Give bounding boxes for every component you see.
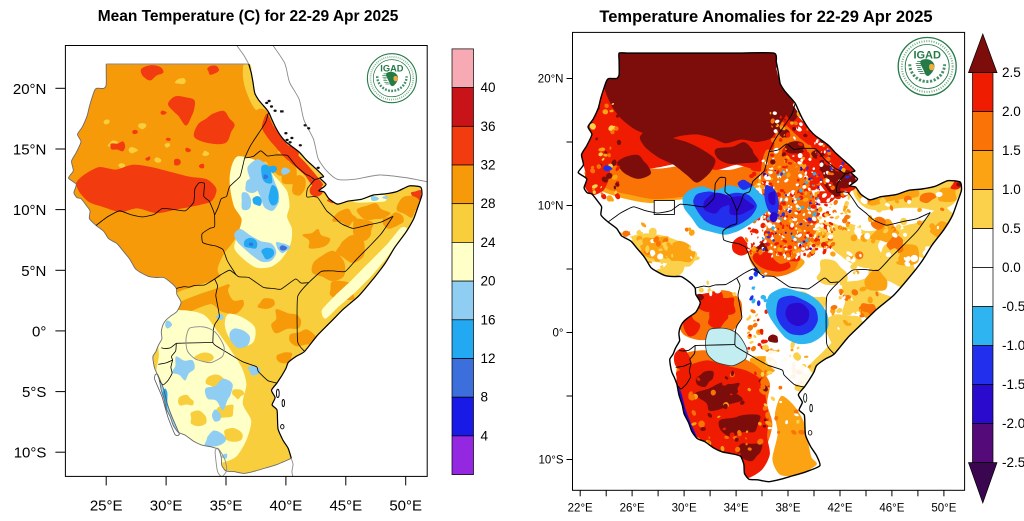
svg-text:20°N: 20°N (13, 81, 47, 98)
svg-text:-0.5: -0.5 (1002, 299, 1024, 314)
svg-text:40: 40 (481, 80, 496, 95)
svg-text:5°S: 5°S (22, 384, 46, 401)
svg-text:1.5: 1.5 (1002, 143, 1021, 158)
svg-text:10°S: 10°S (538, 455, 563, 467)
svg-text:10°S: 10°S (14, 445, 47, 462)
svg-text:-2.0: -2.0 (1002, 416, 1024, 431)
svg-text:Temperature Anomalies for 22-2: Temperature Anomalies for 22-29 Apr 2025 (599, 8, 932, 26)
svg-text:22°E: 22°E (568, 502, 593, 514)
svg-text:28: 28 (481, 196, 496, 211)
svg-text:32: 32 (481, 158, 496, 173)
svg-text:24: 24 (481, 235, 497, 250)
svg-text:-1.0: -1.0 (1002, 338, 1024, 353)
svg-text:45°E: 45°E (329, 497, 362, 514)
svg-text:10°N: 10°N (13, 202, 47, 219)
svg-text:30°E: 30°E (150, 497, 183, 514)
svg-text:42°E: 42°E (827, 502, 852, 514)
svg-text:IGAD: IGAD (380, 63, 404, 73)
svg-text:0.0: 0.0 (1002, 260, 1021, 275)
svg-text:-1.5: -1.5 (1002, 377, 1024, 392)
svg-text:34°E: 34°E (724, 502, 749, 514)
svg-text:-2.5: -2.5 (1002, 455, 1024, 470)
svg-text:8: 8 (481, 390, 489, 405)
svg-text:30°E: 30°E (672, 502, 697, 514)
svg-text:12: 12 (481, 351, 496, 366)
svg-text:25°E: 25°E (90, 497, 123, 514)
svg-text:35°E: 35°E (210, 497, 243, 514)
svg-text:4: 4 (481, 428, 489, 443)
svg-text:36: 36 (481, 119, 496, 134)
svg-text:50°E: 50°E (931, 502, 956, 514)
svg-text:20: 20 (481, 274, 496, 289)
svg-text:2.0: 2.0 (1002, 104, 1021, 119)
svg-text:IGAD: IGAD (913, 49, 941, 61)
svg-text:0.5: 0.5 (1002, 221, 1021, 236)
svg-text:0°: 0° (32, 323, 46, 340)
svg-text:1.0: 1.0 (1002, 182, 1021, 197)
svg-text:Mean Temperature (C) for 22-29: Mean Temperature (C) for 22-29 Apr 2025 (98, 8, 399, 25)
svg-text:40°E: 40°E (270, 497, 303, 514)
svg-text:46°E: 46°E (879, 502, 904, 514)
svg-text:0°: 0° (553, 328, 564, 340)
svg-text:10°N: 10°N (538, 201, 564, 213)
svg-text:2.5: 2.5 (1002, 65, 1021, 80)
svg-text:15°N: 15°N (13, 142, 47, 159)
svg-text:38°E: 38°E (775, 502, 800, 514)
svg-text:20°N: 20°N (538, 74, 564, 86)
svg-text:5°N: 5°N (21, 263, 46, 280)
svg-text:26°E: 26°E (620, 502, 645, 514)
svg-text:16: 16 (481, 312, 496, 327)
svg-text:50°E: 50°E (389, 497, 422, 514)
